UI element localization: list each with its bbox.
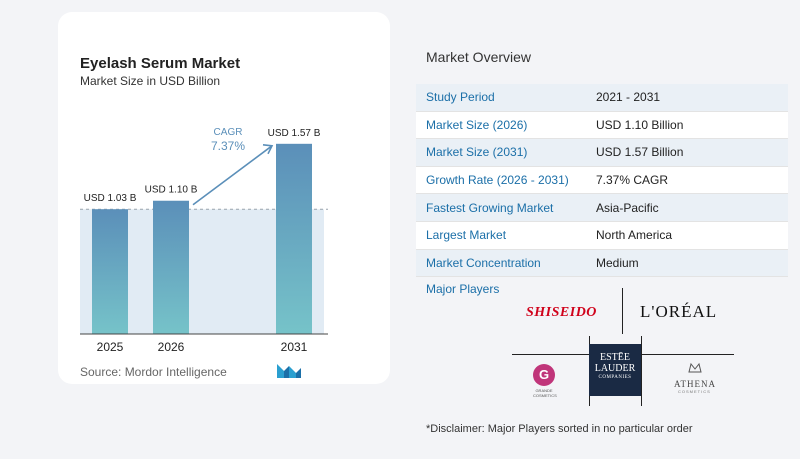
x-tick-label: 2031	[281, 340, 308, 354]
overview-row-label: Market Size (2026)	[426, 117, 528, 132]
cagr-value: 7.37%	[211, 139, 245, 153]
chart-title: Eyelash Serum Market	[80, 55, 241, 72]
overview-row: Growth Rate (2026 - 2031) 7.37% CAGR	[416, 166, 788, 195]
overview-row: Fastest Growing Market Asia-Pacific	[416, 194, 788, 222]
divider	[622, 288, 623, 334]
overview-row-label: Study Period	[426, 90, 495, 105]
athena-logo-sub: COSMETICS	[678, 389, 711, 394]
overview-row: Market Size (2026) USD 1.10 Billion	[416, 111, 788, 140]
divider	[641, 336, 642, 406]
loreal-logo: L'ORÉAL	[640, 302, 718, 321]
major-players-title: Major Players	[426, 282, 500, 296]
estee-logo-line: COMPANIES	[598, 375, 632, 380]
cagr-label: CAGR	[214, 127, 243, 138]
athena-cosmetics-logo: ATHENA	[674, 379, 716, 389]
data-label: USD 1.03 B	[84, 193, 137, 204]
athena-crown-icon	[688, 362, 702, 373]
overview-row: Market Concentration Medium	[416, 249, 788, 278]
estee-logo-line: ESTĒE	[600, 352, 630, 363]
divider	[641, 354, 734, 355]
disclaimer-text: *Disclaimer: Major Players sorted in no …	[426, 423, 693, 435]
chart-subtitle: Market Size in USD Billion	[80, 74, 221, 88]
overview-row-label: Market Size (2031)	[426, 145, 528, 160]
x-tick-label: 2025	[97, 340, 124, 354]
overview-row: Largest Market North America	[416, 221, 788, 250]
overview-row-label: Fastest Growing Market	[426, 200, 554, 215]
shiseido-logo: SHISEIDO	[526, 305, 597, 320]
data-label: USD 1.57 B	[268, 128, 321, 139]
overview-row-label: Largest Market	[426, 228, 507, 243]
estee-logo-line: LAUDER	[594, 363, 636, 374]
cagr-arrow-head	[262, 144, 274, 155]
overview-row-label: Market Concentration	[426, 255, 541, 270]
bar-2026	[153, 200, 189, 334]
overview-table: Study Period 2021 - 2031 Market Size (2026…	[416, 84, 788, 278]
x-tick-label: 2026	[158, 340, 185, 354]
overview-row-value: USD 1.10 Billion	[596, 117, 684, 132]
bar-2031	[276, 143, 312, 334]
overview-row-value: Asia-Pacific	[596, 200, 659, 215]
market-overview-panel: Market Overview Study Period 2021 - 2031 M…	[416, 0, 788, 459]
grande-logo-text: GRANDE COSMETICS	[533, 388, 557, 398]
source-note: Source: Mordor Intelligence	[80, 365, 227, 379]
overview-row-value: 7.37% CAGR	[596, 173, 669, 188]
major-players-logos: SHISEIDO L'ORÉAL ESTĒE LAUDER COMPANIES …	[512, 288, 734, 406]
bar-chart: USD 1.03 B 2025 USD 1.10 B 2026 USD 1.57 B 20…	[80, 127, 328, 354]
mordor-logo-icon	[277, 364, 301, 378]
overview-row: Market Size (2031) USD 1.57 Billion	[416, 139, 788, 167]
grande-cosmetics-logo: G	[533, 364, 555, 386]
overview-row-value: 2021 - 2031	[596, 90, 661, 105]
overview-title: Market Overview	[426, 49, 532, 65]
overview-row-value: North America	[596, 228, 673, 243]
estee-lauder-logo: ESTĒE LAUDER COMPANIES	[589, 344, 641, 396]
overview-row: Study Period 2021 - 2031	[416, 84, 788, 112]
overview-row-label: Growth Rate (2026 - 2031)	[426, 173, 569, 188]
bar-2025	[92, 209, 128, 334]
data-label: USD 1.10 B	[145, 185, 198, 196]
cagr-arrow	[192, 145, 273, 206]
divider	[512, 354, 589, 355]
overview-row-value: USD 1.57 Billion	[596, 145, 684, 160]
chart-card: Eyelash Serum Market Market Size in USD …	[58, 12, 390, 384]
overview-row-value: Medium	[596, 255, 639, 270]
